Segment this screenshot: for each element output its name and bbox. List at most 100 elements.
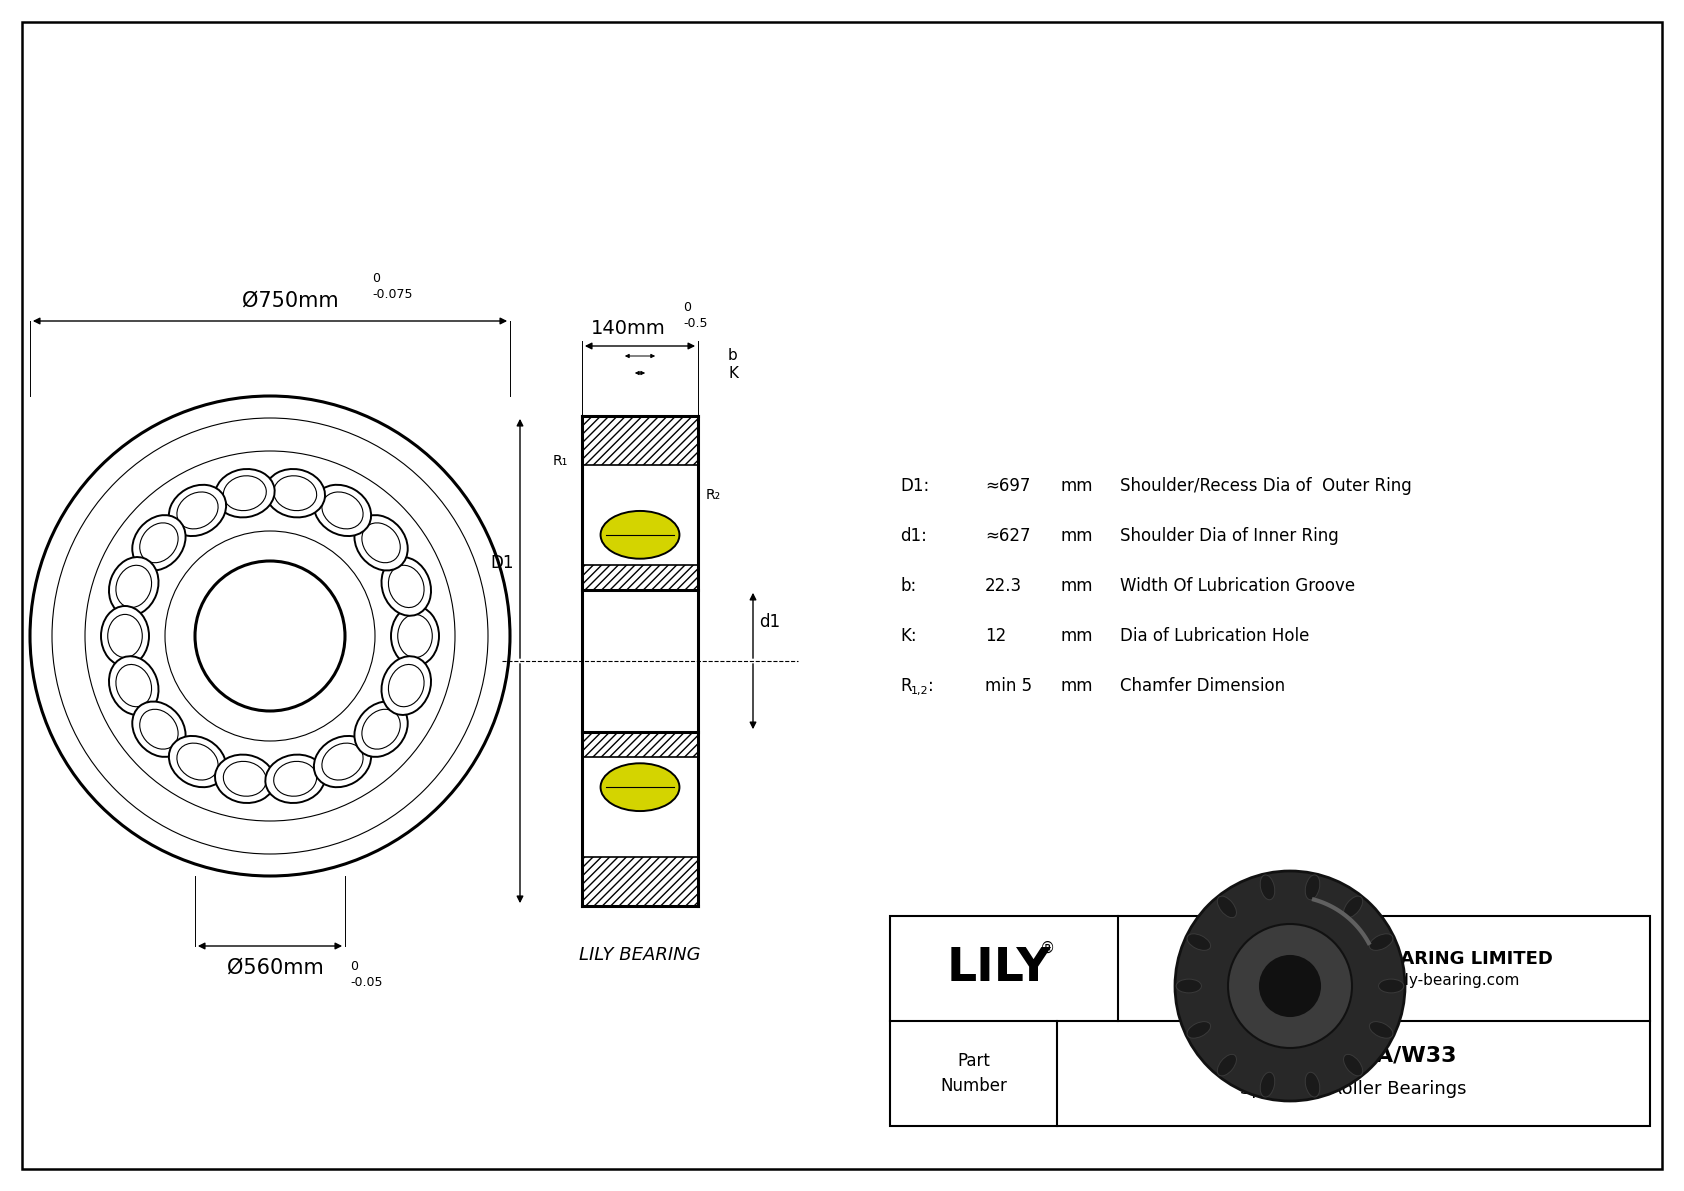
Text: mm: mm bbox=[1059, 526, 1093, 545]
Text: 0: 0 bbox=[372, 272, 381, 285]
Text: SHANGHAI LILY BEARING LIMITED: SHANGHAI LILY BEARING LIMITED bbox=[1216, 949, 1553, 967]
Bar bbox=[891, 916, 1650, 1125]
Ellipse shape bbox=[133, 516, 185, 570]
Ellipse shape bbox=[1379, 979, 1404, 993]
Text: mm: mm bbox=[1059, 626, 1093, 646]
Text: 1,2: 1,2 bbox=[911, 686, 928, 696]
Ellipse shape bbox=[382, 557, 431, 616]
Ellipse shape bbox=[389, 566, 424, 607]
Text: R₂: R₂ bbox=[706, 487, 721, 501]
Ellipse shape bbox=[266, 755, 325, 803]
Ellipse shape bbox=[354, 516, 408, 570]
Ellipse shape bbox=[1187, 934, 1211, 950]
Text: Shoulder/Recess Dia of  Outer Ring: Shoulder/Recess Dia of Outer Ring bbox=[1120, 478, 1411, 495]
Ellipse shape bbox=[1344, 896, 1362, 917]
Ellipse shape bbox=[216, 755, 274, 803]
Text: mm: mm bbox=[1059, 478, 1093, 495]
Text: Ø560mm: Ø560mm bbox=[227, 958, 323, 978]
Ellipse shape bbox=[168, 485, 226, 536]
Bar bbox=[583, 858, 697, 906]
Ellipse shape bbox=[322, 492, 364, 529]
Ellipse shape bbox=[382, 656, 431, 715]
Ellipse shape bbox=[1218, 896, 1236, 917]
Circle shape bbox=[1175, 871, 1404, 1100]
Ellipse shape bbox=[133, 701, 185, 757]
Bar bbox=[583, 566, 697, 590]
Text: Email: lilybearing@lily-bearing.com: Email: lilybearing@lily-bearing.com bbox=[1248, 973, 1519, 989]
Ellipse shape bbox=[109, 656, 158, 715]
Ellipse shape bbox=[397, 615, 433, 657]
Text: K:: K: bbox=[899, 626, 916, 646]
Ellipse shape bbox=[313, 485, 370, 536]
Text: 239/560 CA/W33: 239/560 CA/W33 bbox=[1251, 1046, 1457, 1066]
Ellipse shape bbox=[101, 606, 148, 666]
Text: 22.3: 22.3 bbox=[985, 576, 1022, 596]
Text: Chamfer Dimension: Chamfer Dimension bbox=[1120, 676, 1285, 696]
Text: D1: D1 bbox=[490, 554, 514, 572]
Ellipse shape bbox=[140, 710, 179, 749]
Text: Width Of Lubrication Groove: Width Of Lubrication Groove bbox=[1120, 576, 1356, 596]
Text: b:: b: bbox=[899, 576, 916, 596]
Ellipse shape bbox=[224, 761, 266, 797]
Circle shape bbox=[1228, 924, 1352, 1048]
Text: 12: 12 bbox=[985, 626, 1007, 646]
Ellipse shape bbox=[601, 511, 679, 559]
Ellipse shape bbox=[274, 761, 317, 797]
Text: mm: mm bbox=[1059, 676, 1093, 696]
Ellipse shape bbox=[116, 665, 152, 706]
Ellipse shape bbox=[391, 606, 440, 666]
Text: min 5: min 5 bbox=[985, 676, 1032, 696]
Ellipse shape bbox=[140, 523, 179, 562]
Ellipse shape bbox=[224, 475, 266, 511]
Text: Ø750mm: Ø750mm bbox=[242, 291, 338, 311]
Ellipse shape bbox=[1187, 1022, 1211, 1039]
Text: b: b bbox=[727, 349, 738, 363]
Ellipse shape bbox=[354, 701, 408, 757]
Text: mm: mm bbox=[1059, 576, 1093, 596]
Text: Dia of Lubrication Hole: Dia of Lubrication Hole bbox=[1120, 626, 1310, 646]
Ellipse shape bbox=[362, 523, 401, 562]
Ellipse shape bbox=[216, 469, 274, 517]
Text: ®: ® bbox=[1041, 941, 1056, 956]
Text: 0: 0 bbox=[684, 301, 690, 314]
Text: -0.5: -0.5 bbox=[684, 317, 707, 330]
Text: -0.05: -0.05 bbox=[350, 975, 382, 989]
Ellipse shape bbox=[109, 557, 158, 616]
Text: 0: 0 bbox=[350, 960, 359, 973]
Text: R: R bbox=[899, 676, 911, 696]
Text: Spherical Roller Bearings: Spherical Roller Bearings bbox=[1241, 1080, 1467, 1098]
Ellipse shape bbox=[1260, 1072, 1275, 1097]
Ellipse shape bbox=[116, 566, 152, 607]
Circle shape bbox=[1260, 956, 1320, 1016]
Ellipse shape bbox=[108, 615, 141, 657]
Ellipse shape bbox=[177, 743, 219, 780]
Text: LILY: LILY bbox=[946, 946, 1051, 991]
Ellipse shape bbox=[177, 492, 219, 529]
Ellipse shape bbox=[1305, 1072, 1320, 1097]
Ellipse shape bbox=[1218, 1054, 1236, 1075]
Ellipse shape bbox=[389, 665, 424, 706]
Ellipse shape bbox=[1344, 1054, 1362, 1075]
Bar bbox=[583, 416, 697, 464]
Ellipse shape bbox=[322, 743, 364, 780]
Ellipse shape bbox=[1260, 875, 1275, 899]
Text: Part
Number: Part Number bbox=[940, 1052, 1007, 1095]
Text: d1:: d1: bbox=[899, 526, 926, 545]
Text: ≈627: ≈627 bbox=[985, 526, 1031, 545]
Ellipse shape bbox=[1369, 934, 1393, 950]
Ellipse shape bbox=[1175, 979, 1201, 993]
Bar bbox=[583, 732, 697, 756]
Text: D1:: D1: bbox=[899, 478, 930, 495]
Text: ≈697: ≈697 bbox=[985, 478, 1031, 495]
Ellipse shape bbox=[266, 469, 325, 517]
Ellipse shape bbox=[313, 736, 370, 787]
Text: R₁: R₁ bbox=[552, 454, 568, 468]
Ellipse shape bbox=[1305, 875, 1320, 899]
Text: Shoulder Dia of Inner Ring: Shoulder Dia of Inner Ring bbox=[1120, 526, 1339, 545]
Text: :: : bbox=[928, 676, 933, 696]
Ellipse shape bbox=[362, 710, 401, 749]
Ellipse shape bbox=[274, 475, 317, 511]
Text: LILY BEARING: LILY BEARING bbox=[579, 946, 701, 964]
Ellipse shape bbox=[168, 736, 226, 787]
Text: d1: d1 bbox=[759, 613, 780, 631]
